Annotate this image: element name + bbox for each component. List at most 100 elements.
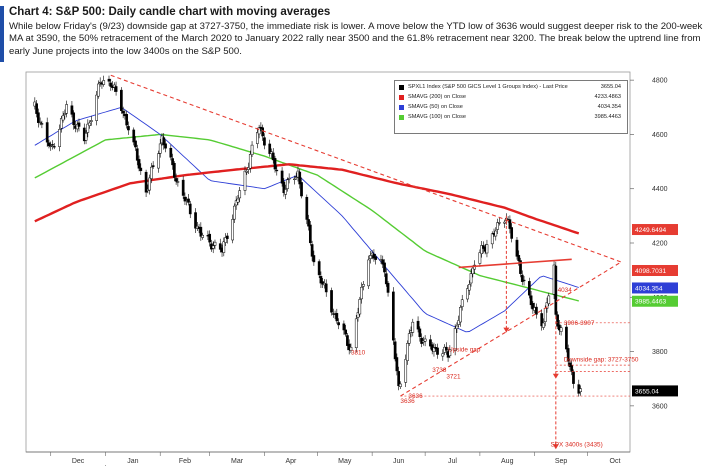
level-label: Downside gap: 3727-3750: [564, 356, 639, 363]
uptrend-line: [400, 261, 622, 397]
candle-body: [109, 82, 113, 87]
candle-body: [243, 170, 247, 191]
candle-body: [95, 94, 98, 121]
price-tag: [632, 282, 678, 294]
candle-body: [107, 78, 111, 82]
candle-body: [349, 347, 353, 351]
candle-body: [455, 325, 459, 329]
annotation-label: 3810: [351, 349, 366, 356]
candle-body: [545, 302, 549, 309]
legend-value: 4233.4863: [594, 94, 621, 100]
candle-body: [543, 308, 547, 322]
x-tick-label: Mar: [231, 458, 244, 465]
legend-swatch-sma50: [399, 105, 404, 110]
candle-body: [510, 227, 514, 239]
candle-body: [261, 127, 265, 137]
candle-body: [286, 179, 289, 189]
candle-body: [169, 147, 173, 158]
price-tag-label: 4098.7031: [635, 268, 667, 275]
candle-body: [298, 171, 302, 185]
candle-body: [181, 179, 185, 196]
candle-body: [58, 129, 61, 147]
candle-body: [222, 241, 226, 253]
candle-body: [317, 261, 321, 276]
candle-body: [49, 145, 53, 148]
candle-body: [63, 113, 67, 115]
candle-body: [466, 288, 469, 300]
candle-body: [256, 132, 259, 144]
legend-value: 3655.04: [600, 84, 621, 90]
accent-bar: [0, 6, 4, 62]
candle-body: [404, 359, 408, 383]
candle-body: [77, 122, 81, 127]
candle-body: [275, 169, 279, 172]
price-tag-label: 4249.6494: [635, 227, 667, 234]
candle-body: [490, 233, 494, 245]
legend-name: SMAVG (200) on Close: [408, 94, 467, 100]
legend-value: 3985.4463: [594, 114, 621, 120]
candle-body: [429, 339, 432, 347]
candle-body: [319, 276, 323, 284]
candle-body: [570, 365, 574, 372]
candle-body: [225, 235, 229, 239]
candle-body: [86, 123, 90, 133]
candle-body: [268, 143, 272, 154]
candle-body: [238, 190, 242, 199]
candle-body: [183, 196, 187, 202]
candle-body: [70, 105, 74, 115]
candle-body: [97, 83, 100, 97]
candle-body: [284, 189, 287, 195]
candle-body: [471, 267, 475, 275]
sep-arrow-1-head: [552, 373, 559, 379]
candle-body: [59, 118, 63, 129]
candle-body: [337, 322, 340, 326]
candle-body: [236, 198, 240, 203]
annotation-label: 3721: [446, 374, 461, 381]
candle-body: [444, 346, 448, 351]
candle-body: [280, 170, 284, 184]
candle-body: [293, 178, 296, 180]
candle-body: [453, 328, 457, 351]
candle-body: [201, 234, 204, 238]
candle-body: [460, 299, 464, 307]
candle-body: [35, 103, 38, 114]
candle-body: [568, 362, 572, 367]
annotation-label: 3636: [400, 398, 415, 405]
x-tick-label: Jun: [393, 458, 404, 465]
y-tick-label: 4600: [652, 132, 668, 139]
legend-name: SPXL1 Index (S&P 500 GICS Level 1 Groups…: [408, 84, 568, 90]
legend-name: SMAVG (100) on Close: [408, 114, 467, 120]
x-tick-label: Jan: [127, 458, 138, 465]
candle-body: [467, 284, 471, 291]
candle-body: [231, 219, 234, 241]
candle-body: [271, 152, 275, 161]
candle-body: [397, 371, 400, 387]
level-label: 3636: [408, 393, 423, 400]
candle-body: [542, 322, 545, 328]
x-tick-label: Jul: [448, 458, 457, 465]
candle-body: [416, 320, 420, 330]
candle-body: [515, 239, 519, 257]
annotation-label: 3738: [432, 367, 447, 374]
candle-body: [139, 167, 143, 172]
candle-body: [354, 318, 358, 348]
sma50-line: [34, 107, 579, 333]
chart-title: Chart 4: S&P 500: Daily candle chart wit…: [9, 6, 331, 18]
candle-body: [441, 353, 445, 357]
candle-body: [158, 143, 162, 154]
candle-body: [132, 129, 136, 143]
candle-body: [391, 291, 395, 341]
candle-body: [89, 120, 93, 122]
annotation-label: SPX 3400s (3435): [551, 442, 603, 449]
candle-body: [282, 181, 286, 194]
candle-body: [245, 170, 249, 173]
x-tick-label: Apr: [285, 458, 297, 465]
candle-body: [330, 290, 333, 313]
candle-body: [572, 371, 575, 384]
candle-body: [432, 347, 436, 353]
candle-body: [84, 132, 88, 141]
candle-body: [40, 123, 44, 125]
x-tick-label: May: [338, 458, 352, 465]
annotation-label: 4034: [558, 287, 573, 294]
candle-body: [384, 273, 388, 285]
